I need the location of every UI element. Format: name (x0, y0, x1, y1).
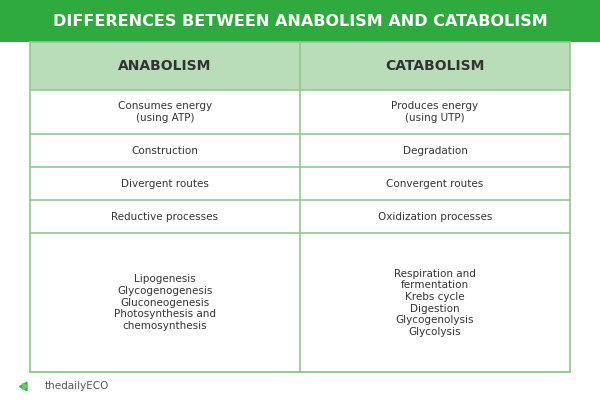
Text: Reductive processes: Reductive processes (112, 212, 218, 222)
FancyBboxPatch shape (30, 200, 570, 234)
Text: Lipogenesis
Glycogenogenesis
Gluconeogenesis
Photosynthesis and
chemosynthesis: Lipogenesis Glycogenogenesis Gluconeogen… (114, 274, 216, 331)
FancyBboxPatch shape (0, 0, 600, 42)
Text: CATABOLISM: CATABOLISM (385, 59, 485, 73)
Text: Respiration and
fermentation
Krebs cycle
Digestion
Glycogenolysis
Glycolysis: Respiration and fermentation Krebs cycle… (394, 269, 476, 337)
FancyBboxPatch shape (30, 167, 570, 200)
Text: Degradation: Degradation (403, 146, 467, 156)
FancyBboxPatch shape (30, 42, 570, 90)
Text: Oxidization processes: Oxidization processes (378, 212, 492, 222)
Text: Convergent routes: Convergent routes (386, 179, 484, 189)
Text: Consumes energy
(using ATP): Consumes energy (using ATP) (118, 101, 212, 123)
Text: Construction: Construction (131, 146, 199, 156)
FancyBboxPatch shape (30, 134, 570, 167)
Text: Divergent routes: Divergent routes (121, 179, 209, 189)
Text: Produces energy
(using UTP): Produces energy (using UTP) (391, 101, 479, 123)
FancyBboxPatch shape (30, 90, 570, 134)
Text: ANABOLISM: ANABOLISM (118, 59, 212, 73)
Text: thedailyECO: thedailyECO (45, 381, 109, 391)
FancyBboxPatch shape (30, 234, 570, 372)
Text: DIFFERENCES BETWEEN ANABOLISM AND CATABOLISM: DIFFERENCES BETWEEN ANABOLISM AND CATABO… (53, 14, 547, 28)
